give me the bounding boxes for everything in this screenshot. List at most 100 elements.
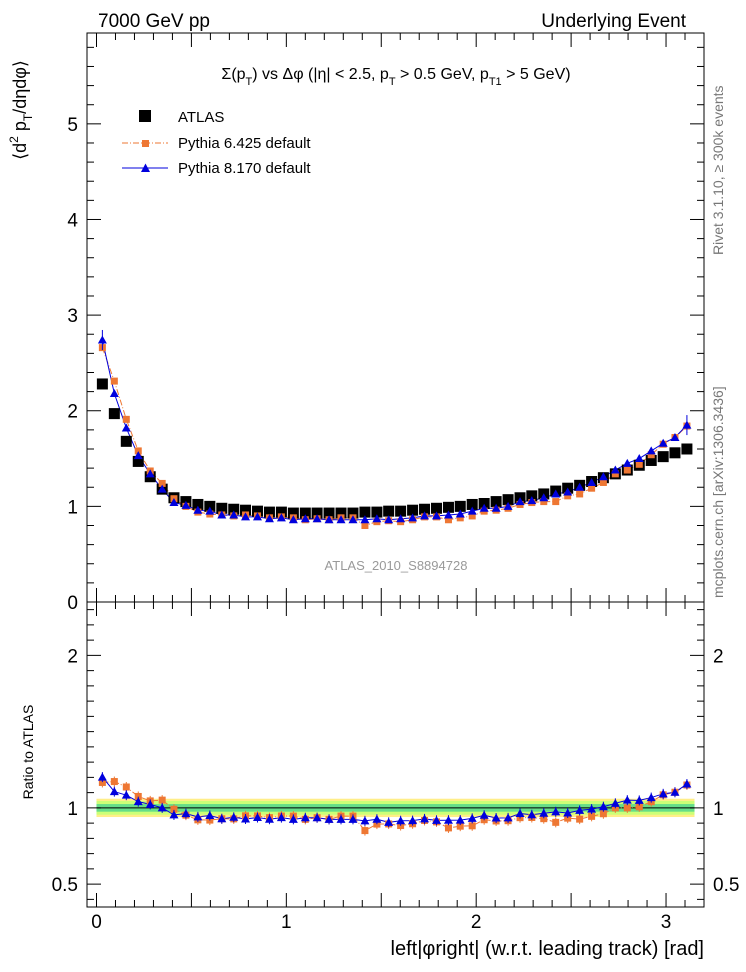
pythia8-ratio-point xyxy=(479,810,489,819)
atlas-point xyxy=(275,506,287,518)
pythia8-point xyxy=(264,514,274,523)
x-axis-label: left|φright| (w.r.t. leading track) [rad… xyxy=(391,938,704,960)
main-y-tick-labels: 0 1 2 3 4 5 xyxy=(67,115,78,614)
pythia6-point xyxy=(468,512,476,520)
atlas-point xyxy=(669,447,681,459)
pythia8-ratio-point xyxy=(670,787,680,796)
atlas-point xyxy=(454,500,466,512)
pythia8-ratio-point xyxy=(682,779,692,788)
pythia8-ratio-point xyxy=(515,808,525,817)
pythia8-point xyxy=(432,511,442,520)
pythia6-point xyxy=(635,460,643,468)
pythia8-point xyxy=(610,465,620,474)
pythia8-ratio-point xyxy=(658,789,668,798)
pythia8-ratio-point xyxy=(193,812,203,821)
x-tick-labels: 0 1 2 3 xyxy=(91,912,671,933)
pythia6-point xyxy=(588,484,596,492)
pythia8-ratio-point xyxy=(539,808,549,817)
pythia8-point xyxy=(312,514,322,523)
ratio-y-tick-labels: 0.5 1 2 xyxy=(52,646,78,896)
main-y-tick-label: 1 xyxy=(67,497,78,518)
atlas-point xyxy=(490,496,502,508)
legend-pythia6-label: Pythia 6.425 default xyxy=(178,135,311,152)
atlas-point xyxy=(371,506,383,518)
pythia6-point xyxy=(361,521,369,529)
atlas-point xyxy=(407,504,419,516)
main-y-axis-label: ⟨d2 pT/dηdφ⟩ xyxy=(7,60,35,160)
pythia6-point xyxy=(576,490,584,498)
pythia6-ratio-point xyxy=(588,812,596,820)
pythia6-point xyxy=(456,514,464,522)
pythia8-ratio-point xyxy=(109,787,119,796)
ratio-ticks xyxy=(87,602,704,907)
pythia8-point xyxy=(598,472,608,481)
legend: ATLAS Pythia 6.425 default Pythia 8.170 … xyxy=(122,109,311,177)
legend-pythia8-marker xyxy=(141,163,150,172)
atlas-point xyxy=(526,490,538,502)
pythia8-ratio-point xyxy=(396,816,406,825)
ratio-y-tick-label-right: 2 xyxy=(713,646,724,667)
pythia6-ratio-point xyxy=(456,822,464,830)
ratio-frame xyxy=(86,601,705,908)
legend-pythia8-label: Pythia 8.170 default xyxy=(178,160,311,177)
main-ticks xyxy=(87,33,704,603)
atlas-point xyxy=(395,505,407,517)
pythia8-point xyxy=(622,458,632,467)
pythia8-point xyxy=(491,503,501,512)
pythia8-point xyxy=(587,477,597,486)
ratio-y-tick-label-right: 0.5 xyxy=(713,875,739,896)
atlas-point xyxy=(359,506,371,518)
pythia8-ratio-point xyxy=(97,772,107,781)
pythia8-point xyxy=(193,505,203,514)
atlas-point xyxy=(263,506,275,518)
pythia6-ratio-point xyxy=(361,827,369,835)
x-tick-label: 0 xyxy=(91,912,102,933)
main-y-tick-label: 3 xyxy=(67,306,78,327)
pythia6-ratio-point xyxy=(599,810,607,818)
pythia8-ratio-point xyxy=(312,813,322,822)
pythia8-ratio-point xyxy=(372,814,382,823)
ratio-y-tick-label: 1 xyxy=(67,799,78,820)
pythia8-ratio-point xyxy=(622,795,632,804)
pythia8-point xyxy=(109,389,119,398)
atlas-point xyxy=(347,507,359,519)
pythia8-ratio-point xyxy=(348,814,358,823)
ratio-y-tick-labels-right: 0.5 1 2 xyxy=(713,646,739,896)
pythia8-line xyxy=(101,339,688,521)
pythia8-point xyxy=(288,515,298,524)
pythia8-point xyxy=(181,500,191,509)
atlas-point xyxy=(120,435,132,447)
header-left: 7000 GeV pp xyxy=(98,11,210,32)
pythia6-point xyxy=(444,516,452,524)
pythia8-point xyxy=(324,515,334,524)
main-data-marks xyxy=(96,329,693,529)
pythia6-point xyxy=(552,498,560,506)
pythia6-ratio-point xyxy=(564,814,572,822)
plot-title: Σ(pT) vs Δφ (|η| < 2.5, pT > 0.5 GeV, pT… xyxy=(221,66,570,88)
pythia8-ratio-point xyxy=(575,805,585,814)
pythia8-ratio-point xyxy=(252,813,262,822)
pythia8-ratio-point xyxy=(455,815,465,824)
mcplots-label: mcplots.cern.ch [arXiv:1306.3436] xyxy=(710,386,726,598)
pythia8-ratio-point xyxy=(598,802,608,811)
ratio-data-marks xyxy=(97,772,692,836)
pythia8-ratio-point xyxy=(408,816,418,825)
pythia8-ratio-point xyxy=(205,811,215,819)
pythia6-ratio-point xyxy=(98,778,106,786)
pythia8-ratio-point xyxy=(420,814,430,823)
atlas-point xyxy=(681,443,693,455)
atlas-point xyxy=(240,504,252,516)
pythia8-ratio-point xyxy=(336,814,346,823)
pythia8-point xyxy=(252,512,262,521)
pythia8-point xyxy=(145,469,155,478)
pythia6-point xyxy=(110,377,118,385)
pythia8-ratio-point xyxy=(276,813,286,822)
pythia8-ratio-point xyxy=(491,813,501,822)
pythia8-ratio-point xyxy=(288,814,298,823)
pythia8-point xyxy=(276,513,286,522)
pythia8-point xyxy=(336,515,346,524)
atlas-point xyxy=(287,507,299,519)
pythia8-point xyxy=(360,515,370,524)
pythia8-ratio-point xyxy=(264,814,274,823)
atlas-point xyxy=(132,455,144,467)
